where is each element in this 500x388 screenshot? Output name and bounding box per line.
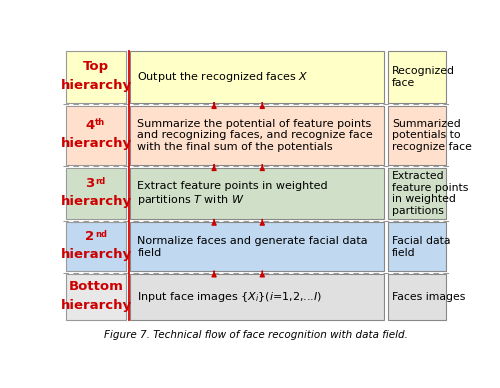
Text: hierarchy: hierarchy <box>61 137 132 150</box>
Text: Top: Top <box>84 60 110 73</box>
Text: Extract feature points in weighted
partitions $T$ with $W$: Extract feature points in weighted parti… <box>138 180 328 206</box>
Text: Output the recognized faces $X$: Output the recognized faces $X$ <box>138 70 309 84</box>
Bar <box>66 106 126 165</box>
Bar <box>388 222 446 271</box>
Bar <box>130 222 384 271</box>
Text: hierarchy: hierarchy <box>61 248 132 261</box>
Text: hierarchy: hierarchy <box>61 79 132 92</box>
Text: nd: nd <box>95 230 107 239</box>
Text: Summarized
potentials to
recognize face: Summarized potentials to recognize face <box>392 119 472 152</box>
Bar <box>130 51 384 103</box>
Text: hierarchy: hierarchy <box>61 300 132 312</box>
Text: Figure 7. Technical flow of face recognition with data field.: Figure 7. Technical flow of face recogni… <box>104 329 408 340</box>
Text: Summarize the potential of feature points
and recognizing faces, and recognize f: Summarize the potential of feature point… <box>138 119 373 152</box>
Text: Input face images $\{X_i\}$($i$=1,2,...$I$): Input face images $\{X_i\}$($i$=1,2,...$… <box>138 290 322 304</box>
Bar <box>130 106 384 165</box>
Text: Faces images: Faces images <box>392 292 465 302</box>
Text: Bottom: Bottom <box>69 281 124 293</box>
Bar <box>130 168 384 220</box>
Text: rd: rd <box>95 177 106 185</box>
Text: Extracted
feature points
in weighted
partitions: Extracted feature points in weighted par… <box>392 171 468 216</box>
Text: th: th <box>95 118 106 127</box>
Text: 3: 3 <box>85 177 94 190</box>
Bar <box>388 106 446 165</box>
Text: Recognized
face: Recognized face <box>392 66 455 88</box>
Text: Normalize faces and generate facial data
field: Normalize faces and generate facial data… <box>138 236 368 258</box>
Bar <box>388 274 446 320</box>
Text: 4: 4 <box>85 119 94 132</box>
Bar <box>66 274 126 320</box>
Text: Facial data
field: Facial data field <box>392 236 450 258</box>
Text: hierarchy: hierarchy <box>61 195 132 208</box>
Bar <box>66 168 126 220</box>
Bar <box>66 51 126 103</box>
Text: 2: 2 <box>86 230 94 243</box>
Bar <box>130 274 384 320</box>
Bar <box>388 168 446 220</box>
Bar <box>66 222 126 271</box>
Bar <box>388 51 446 103</box>
